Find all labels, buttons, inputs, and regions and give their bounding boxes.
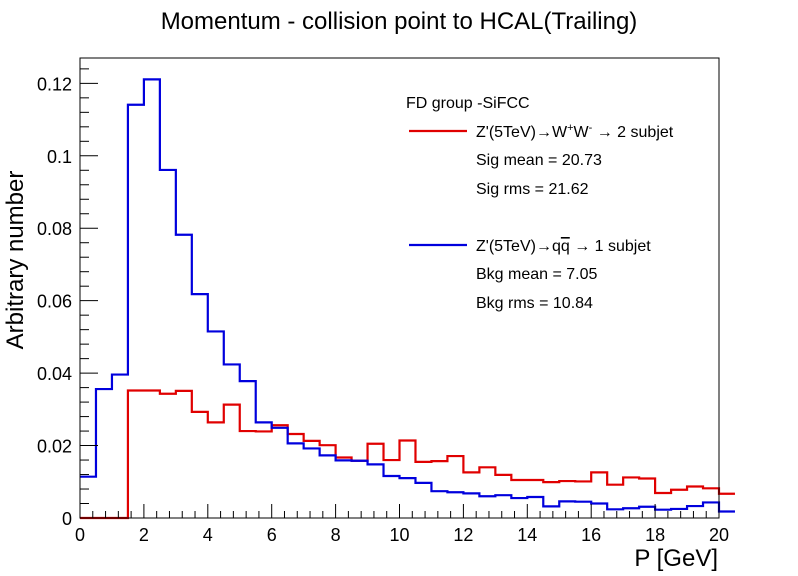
x-tick-label: 12 [453, 525, 473, 545]
legend: FD group -SiFCC Z'(5TeV)→W+W- → 2 subjet S… [406, 95, 674, 312]
y-axis-label: Arbitrary number [2, 171, 29, 350]
x-tick-label: 2 [139, 525, 149, 545]
x-tick-label: 8 [331, 525, 341, 545]
x-tick-label: 4 [203, 525, 213, 545]
y-tick-label: 0.04 [37, 364, 72, 384]
chart-title: Momentum - collision point to HCAL(Trail… [161, 8, 638, 35]
legend-stat: Sig rms = 21.62 [476, 181, 589, 198]
y-tick-label: 0.1 [47, 147, 72, 167]
y-tick-label: 0 [62, 509, 72, 529]
x-tick-label: 16 [581, 525, 601, 545]
series-1-line [80, 78, 735, 513]
x-tick-label: 0 [75, 525, 85, 545]
x-axis-label: P [GeV] [634, 545, 718, 572]
legend-header: FD group -SiFCC [406, 95, 530, 112]
plot-area: 0 2 4 6 8 10 12 14 16 18 20 0 0.02 0.04 0.06 0.08 0.1 0.1… [37, 68, 735, 545]
x-tick-label: 18 [645, 525, 665, 545]
legend-label: Z'(5TeV)→qq → 1 subjet [476, 238, 651, 255]
legend-stat: Sig mean = 20.73 [476, 152, 602, 169]
x-tick-label: 20 [709, 525, 729, 545]
y-tick-label: 0.06 [37, 292, 72, 312]
y-tick-label: 0.08 [37, 219, 72, 239]
legend-stat: Bkg mean = 7.05 [476, 266, 598, 283]
plot-frame [79, 57, 720, 519]
x-tick-label: 10 [389, 525, 409, 545]
legend-stat: Bkg rms = 10.84 [476, 295, 593, 312]
legend-label: Z'(5TeV)→W+W- → 2 subjet [476, 122, 674, 141]
x-tick-label: 14 [517, 525, 537, 545]
y-tick-label: 0.02 [37, 437, 72, 457]
y-tick-label: 0.12 [37, 74, 72, 94]
series-0-line [80, 389, 735, 520]
x-tick-label: 6 [267, 525, 277, 545]
